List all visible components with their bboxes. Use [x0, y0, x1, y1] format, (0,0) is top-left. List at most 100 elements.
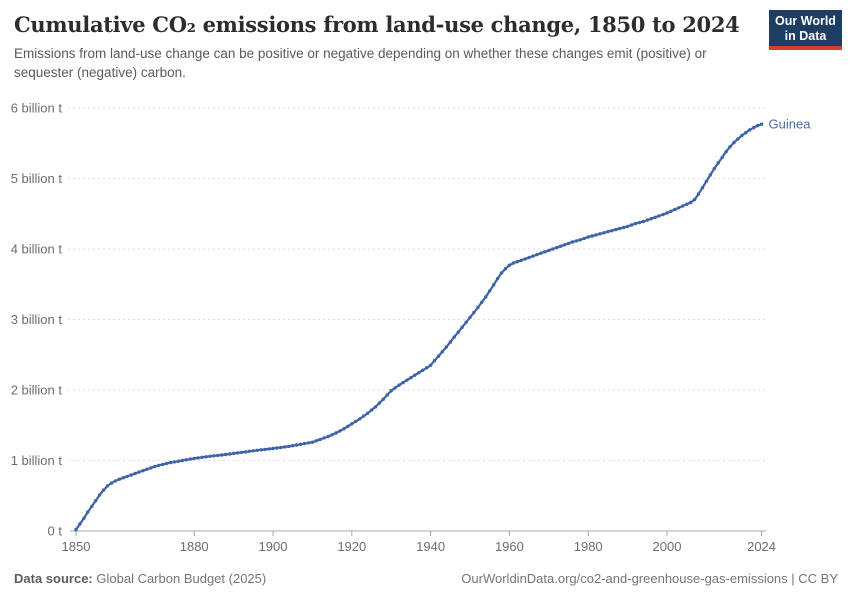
data-point[interactable]: [566, 241, 571, 246]
data-point[interactable]: [661, 212, 665, 217]
data-point[interactable]: [157, 463, 161, 468]
data-point[interactable]: [117, 477, 122, 481]
data-point[interactable]: [519, 258, 523, 262]
data-point[interactable]: [700, 186, 705, 190]
data-point[interactable]: [208, 454, 212, 458]
data-point[interactable]: [531, 254, 535, 258]
data-point[interactable]: [354, 419, 358, 424]
data-point[interactable]: [436, 354, 441, 358]
data-point[interactable]: [590, 234, 594, 238]
data-point[interactable]: [161, 462, 165, 467]
data-point[interactable]: [696, 192, 701, 196]
data-point[interactable]: [468, 315, 472, 320]
data-point[interactable]: [176, 459, 181, 463]
data-point[interactable]: [97, 493, 102, 497]
series-guinea[interactable]: [74, 122, 764, 532]
data-point[interactable]: [298, 442, 303, 446]
data-point[interactable]: [755, 123, 760, 128]
data-point[interactable]: [94, 499, 98, 503]
data-point[interactable]: [279, 445, 283, 450]
data-point[interactable]: [637, 220, 642, 225]
data-point[interactable]: [562, 243, 567, 247]
data-point[interactable]: [413, 373, 417, 377]
data-point[interactable]: [476, 305, 480, 310]
data-point[interactable]: [164, 461, 169, 466]
data-point[interactable]: [334, 431, 338, 435]
data-point[interactable]: [594, 233, 598, 237]
data-point[interactable]: [385, 393, 389, 397]
data-point[interactable]: [657, 214, 661, 218]
data-point[interactable]: [523, 257, 527, 261]
data-point[interactable]: [231, 451, 236, 456]
data-point[interactable]: [212, 454, 216, 458]
data-point[interactable]: [633, 221, 638, 226]
data-point[interactable]: [330, 433, 334, 437]
data-point[interactable]: [681, 204, 685, 208]
data-point[interactable]: [480, 300, 484, 304]
data-point[interactable]: [558, 244, 563, 248]
data-point[interactable]: [141, 469, 145, 473]
data-point[interactable]: [448, 340, 452, 344]
data-point[interactable]: [491, 283, 496, 287]
data-point[interactable]: [653, 215, 657, 219]
data-point[interactable]: [499, 271, 504, 275]
data-point[interactable]: [306, 441, 311, 445]
data-point[interactable]: [428, 363, 433, 367]
license-link[interactable]: OurWorldinData.org/co2-and-greenhouse-ga…: [461, 571, 838, 586]
data-point[interactable]: [373, 405, 378, 409]
data-point[interactable]: [196, 456, 200, 460]
data-point[interactable]: [555, 245, 559, 250]
data-point[interactable]: [618, 226, 622, 231]
data-point[interactable]: [318, 437, 322, 442]
data-point[interactable]: [294, 443, 299, 447]
data-point[interactable]: [744, 131, 748, 135]
data-point[interactable]: [188, 457, 192, 461]
data-point[interactable]: [184, 458, 188, 462]
data-point[interactable]: [314, 439, 318, 443]
data-point[interactable]: [464, 320, 468, 324]
data-point[interactable]: [759, 122, 764, 126]
data-point[interactable]: [405, 378, 409, 382]
data-point[interactable]: [302, 441, 307, 446]
data-point[interactable]: [649, 217, 653, 221]
data-point[interactable]: [685, 202, 689, 206]
data-point[interactable]: [291, 444, 295, 448]
data-point[interactable]: [283, 445, 287, 449]
data-point[interactable]: [527, 255, 531, 260]
data-point[interactable]: [322, 436, 326, 440]
data-point[interactable]: [673, 207, 677, 212]
data-point[interactable]: [247, 449, 252, 453]
data-point[interactable]: [369, 408, 374, 412]
data-point[interactable]: [287, 444, 291, 449]
data-point[interactable]: [704, 179, 709, 183]
data-point[interactable]: [101, 488, 106, 492]
data-point[interactable]: [610, 229, 614, 233]
data-point[interactable]: [677, 206, 681, 210]
data-point[interactable]: [204, 455, 208, 459]
data-point[interactable]: [665, 211, 669, 215]
data-point[interactable]: [259, 448, 263, 452]
data-point[interactable]: [381, 397, 385, 401]
data-point[interactable]: [338, 429, 342, 433]
data-point[interactable]: [708, 173, 712, 177]
data-point[interactable]: [724, 150, 728, 154]
data-point[interactable]: [109, 481, 114, 485]
data-point[interactable]: [310, 440, 315, 444]
data-point[interactable]: [539, 251, 543, 255]
data-point[interactable]: [472, 310, 476, 315]
owid-logo[interactable]: Our World in Data: [769, 10, 842, 50]
data-point[interactable]: [570, 240, 575, 244]
data-point[interactable]: [740, 133, 744, 138]
data-point[interactable]: [271, 446, 275, 451]
data-point[interactable]: [192, 456, 196, 461]
data-point[interactable]: [228, 452, 232, 456]
data-point[interactable]: [507, 263, 512, 267]
data-point[interactable]: [484, 295, 488, 299]
data-point[interactable]: [105, 484, 110, 488]
data-point[interactable]: [168, 460, 173, 465]
data-point[interactable]: [547, 248, 551, 253]
data-point[interactable]: [350, 422, 354, 426]
data-point[interactable]: [712, 166, 716, 171]
data-point[interactable]: [440, 349, 445, 354]
